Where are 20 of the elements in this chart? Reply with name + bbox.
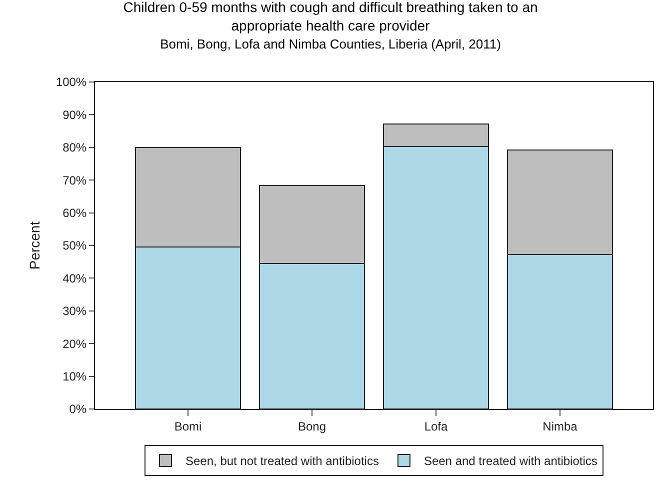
x-tick-label: Lofa: [424, 419, 448, 434]
y-tick-label: 10%: [62, 370, 87, 384]
y-tick-label: 50%: [62, 238, 87, 253]
y-tick-label: 70%: [62, 173, 87, 188]
y-tick-label: 90%: [62, 108, 87, 122]
x-tick-label: Bomi: [174, 419, 202, 434]
y-tick-label: 100%: [56, 75, 87, 90]
y-tick-label: 20%: [62, 336, 87, 351]
y-tick-label: 60%: [62, 206, 87, 220]
y-tick-label: 0%: [69, 402, 87, 416]
y-tick-label: 30%: [62, 304, 87, 318]
legend-label: Seen and treated with antibiotics: [424, 454, 598, 468]
x-tick-label: Nimba: [542, 419, 578, 434]
chart-title: Children 0-59 months with cough and difficult breathing taken to an appropriate health care provider: [123, 0, 538, 34]
chart-subtitle: Bomi, Bong, Lofa and Nimba Counties, Liberia (April, 2011): [160, 36, 501, 52]
y-tick-label: 40%: [62, 271, 87, 286]
x-tick-label: Bong: [298, 419, 326, 434]
y-tick-label: 80%: [62, 140, 87, 155]
legend-label: Seen, but not treated with antibiotics: [186, 454, 379, 468]
y-axis-title: Percent: [26, 221, 42, 270]
